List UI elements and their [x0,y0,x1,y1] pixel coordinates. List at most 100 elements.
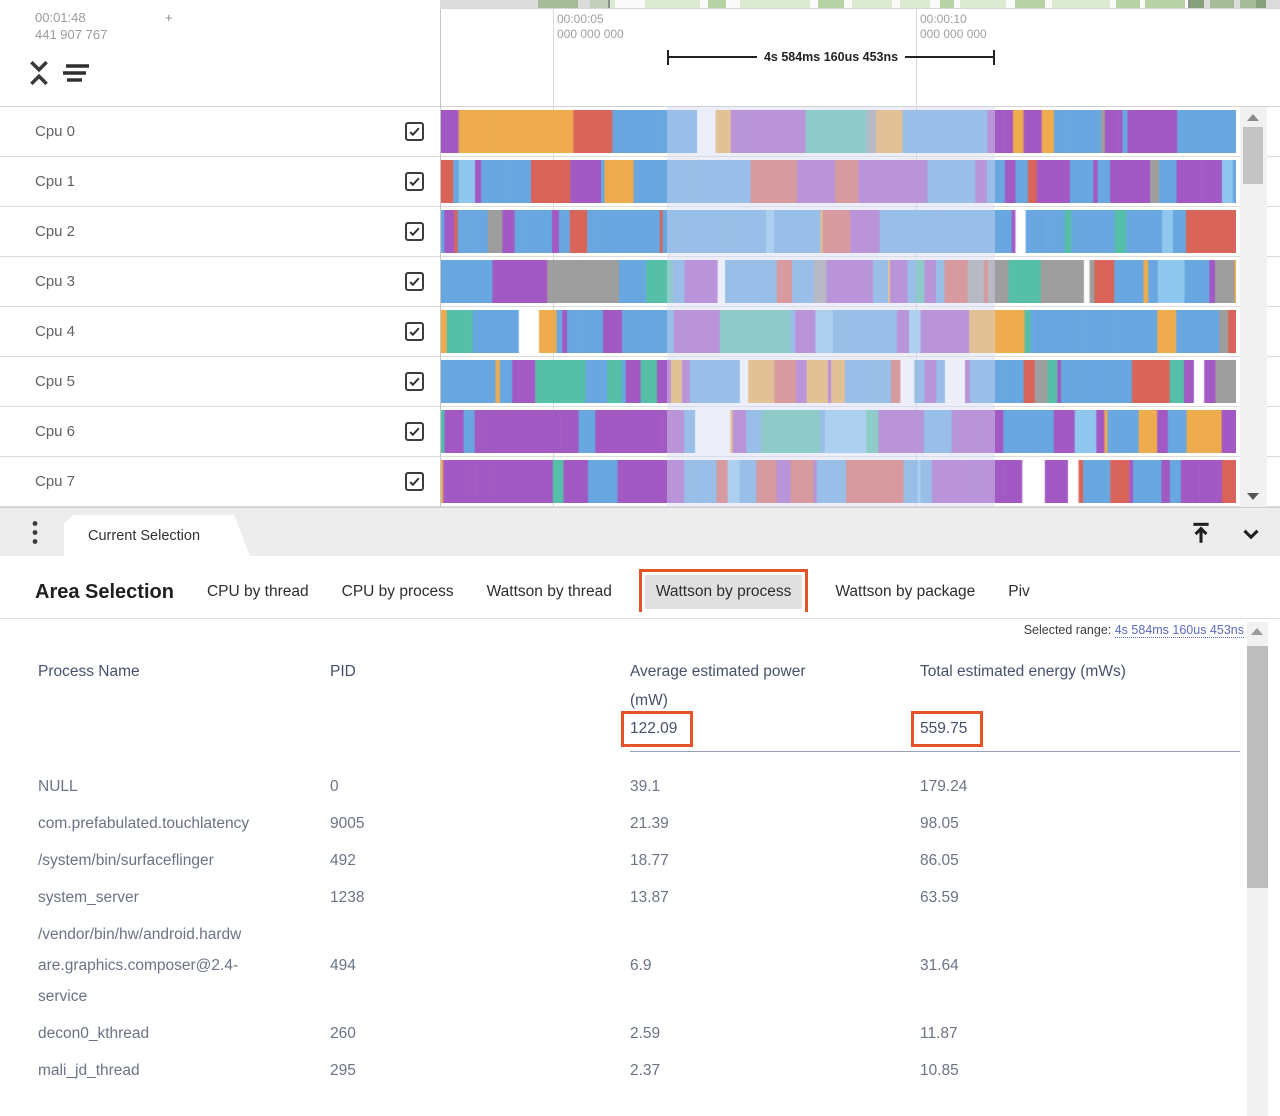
minimap-activity [1015,0,1045,8]
minimap-brush-handle[interactable] [608,0,610,8]
table-cell: 86.05 [920,851,959,869]
minimap-activity [900,0,930,8]
selected-range: Selected range: 4s 584ms 160us 453ns [0,623,1280,641]
table-cell: 6.9 [630,956,652,974]
table-cell: /system/bin/surfaceflinger [38,851,214,869]
table-cell: 260 [330,1024,356,1042]
track-checkbox[interactable] [405,172,424,191]
scroll-down-arrow-icon[interactable] [1247,493,1259,500]
dock-to-top-icon[interactable] [1188,520,1214,551]
wattson-process-table: Process Name PID Average estimated power (… [38,643,1240,1089]
track-shell[interactable]: Cpu 1 [0,157,440,206]
track-checkbox[interactable] [405,222,424,241]
sort-tracks-icon[interactable] [58,62,92,89]
table-cell: com.prefabulated.touchlatency [38,814,250,832]
totals-row: 122.09 559.75 [38,711,1240,752]
tracks-scrollbar-thumb[interactable] [1243,127,1263,184]
tracks-scrollbar[interactable] [1240,107,1267,507]
track-row-cpu-6: Cpu 6 [0,407,1280,457]
scroll-up-arrow-icon[interactable] [1247,114,1259,121]
track-shell[interactable]: Cpu 6 [0,407,440,456]
track-slices[interactable] [440,160,1236,203]
scroll-up-arrow-icon[interactable] [1251,628,1263,635]
table-row[interactable]: decon0_kthread 260 2.59 11.87 [38,1015,1240,1052]
track-slices[interactable] [440,310,1236,353]
aggregation-tab-piv[interactable]: Piv [1008,583,1030,600]
aggregation-tab-wattson-by-process[interactable]: Wattson by process [638,569,809,612]
selected-range-link[interactable]: 4s 584ms 160us 453ns [1114,623,1244,638]
track-shell[interactable]: Cpu 4 [0,307,440,356]
minimap-activity [1256,0,1266,8]
track-row-cpu-7: Cpu 7 [0,457,1280,507]
track-slices[interactable] [440,460,1236,503]
details-scrollbar-thumb[interactable] [1247,646,1268,888]
table-row[interactable]: /system/bin/surfaceflinger 492 18.77 86.05 [38,842,1240,879]
table-row[interactable]: mali_jd_thread 295 2.37 10.85 [38,1052,1240,1089]
table-cell: 98.05 [920,814,959,832]
table-cell: 13.87 [630,888,669,906]
track-slices[interactable] [440,110,1236,153]
track-shell-border [440,9,441,507]
minimap-activity [538,0,578,8]
aggregation-tab-wattson-by-thread[interactable]: Wattson by thread [486,583,612,600]
track-row-cpu-3: Cpu 3 [0,257,1280,307]
track-slices[interactable] [440,260,1236,303]
minimap-activity [1116,0,1140,8]
divider [0,618,1280,619]
table-row[interactable]: NULL 0 39.1 179.24 [38,768,1240,805]
table-row[interactable]: com.prefabulated.touchlatency 9005 21.39 98… [38,805,1240,842]
track-shell[interactable]: Cpu 0 [0,107,440,156]
minimap-activity [1190,0,1204,8]
table-cell: 18.77 [630,851,669,869]
total-value: 559.75 [910,711,984,747]
track-checkbox[interactable] [405,272,424,291]
table-cell: 295 [330,1061,356,1079]
selection-duration-bracket: 4s 584ms 160us 453ns [667,49,996,65]
track-checkbox[interactable] [405,472,424,491]
track-shell[interactable]: Cpu 7 [0,457,440,506]
track-title: Cpu 5 [35,373,76,390]
collapse-panel-icon[interactable] [1238,521,1264,552]
selected-range-label: Selected range: [1023,623,1112,637]
track-rows: Cpu 0 Cpu 1 Cpu 2 Cpu 3 Cpu 4 Cpu 5 Cpu 6 Cpu 7 [0,107,1280,507]
aggregation-tab-cpu-by-process[interactable]: CPU by process [341,583,454,600]
area-selection-overlay[interactable] [667,107,995,507]
aggregation-tab-cpu-by-thread[interactable]: CPU by thread [206,583,309,600]
track-checkbox[interactable] [405,122,424,141]
collapse-tracks-icon[interactable] [27,58,51,93]
aggregation-tab-wattson-by-package[interactable]: Wattson by package [835,583,976,600]
track-row-cpu-0: Cpu 0 [0,107,1280,157]
track-checkbox[interactable] [405,372,424,391]
column-header: Average estimated power (mW) [630,663,806,709]
minimap-activity [708,0,726,8]
track-shell[interactable]: Cpu 5 [0,357,440,406]
track-shell[interactable]: Cpu 2 [0,207,440,256]
table-row[interactable]: /vendor/bin/hw/android.hardw are.graphic… [38,916,1240,1015]
track-checkbox[interactable] [405,422,424,441]
minimap-outside-viewport [440,0,608,8]
cursor-plus: + [165,10,173,25]
kebab-menu-icon[interactable] [30,520,40,551]
track-title: Cpu 1 [35,173,76,190]
track-slices[interactable] [440,360,1236,403]
minimap-brush-handle[interactable] [1188,0,1190,8]
track-checkbox[interactable] [405,322,424,341]
table-row[interactable]: system_server 1238 13.87 63.59 [38,879,1240,916]
track-title: Cpu 0 [35,123,76,140]
track-shell[interactable]: Cpu 3 [0,257,440,306]
track-row-cpu-4: Cpu 4 [0,307,1280,357]
track-slices[interactable] [440,210,1236,253]
minimap-activity [590,0,615,8]
ruler-tick-1: 00:00:10 000 000 000 [920,12,987,41]
track-title: Cpu 3 [35,273,76,290]
spacer-row [38,752,1240,768]
track-slices[interactable] [440,410,1236,453]
table-cell: 10.85 [920,1061,959,1079]
table-cell: NULL [38,777,78,795]
details-scrollbar[interactable] [1247,622,1268,1116]
overview-minimap[interactable] [440,0,1280,9]
minimap-activity [1210,0,1234,8]
tab-current-selection[interactable]: Current Selection [64,515,250,556]
minimap-activity [940,0,954,8]
